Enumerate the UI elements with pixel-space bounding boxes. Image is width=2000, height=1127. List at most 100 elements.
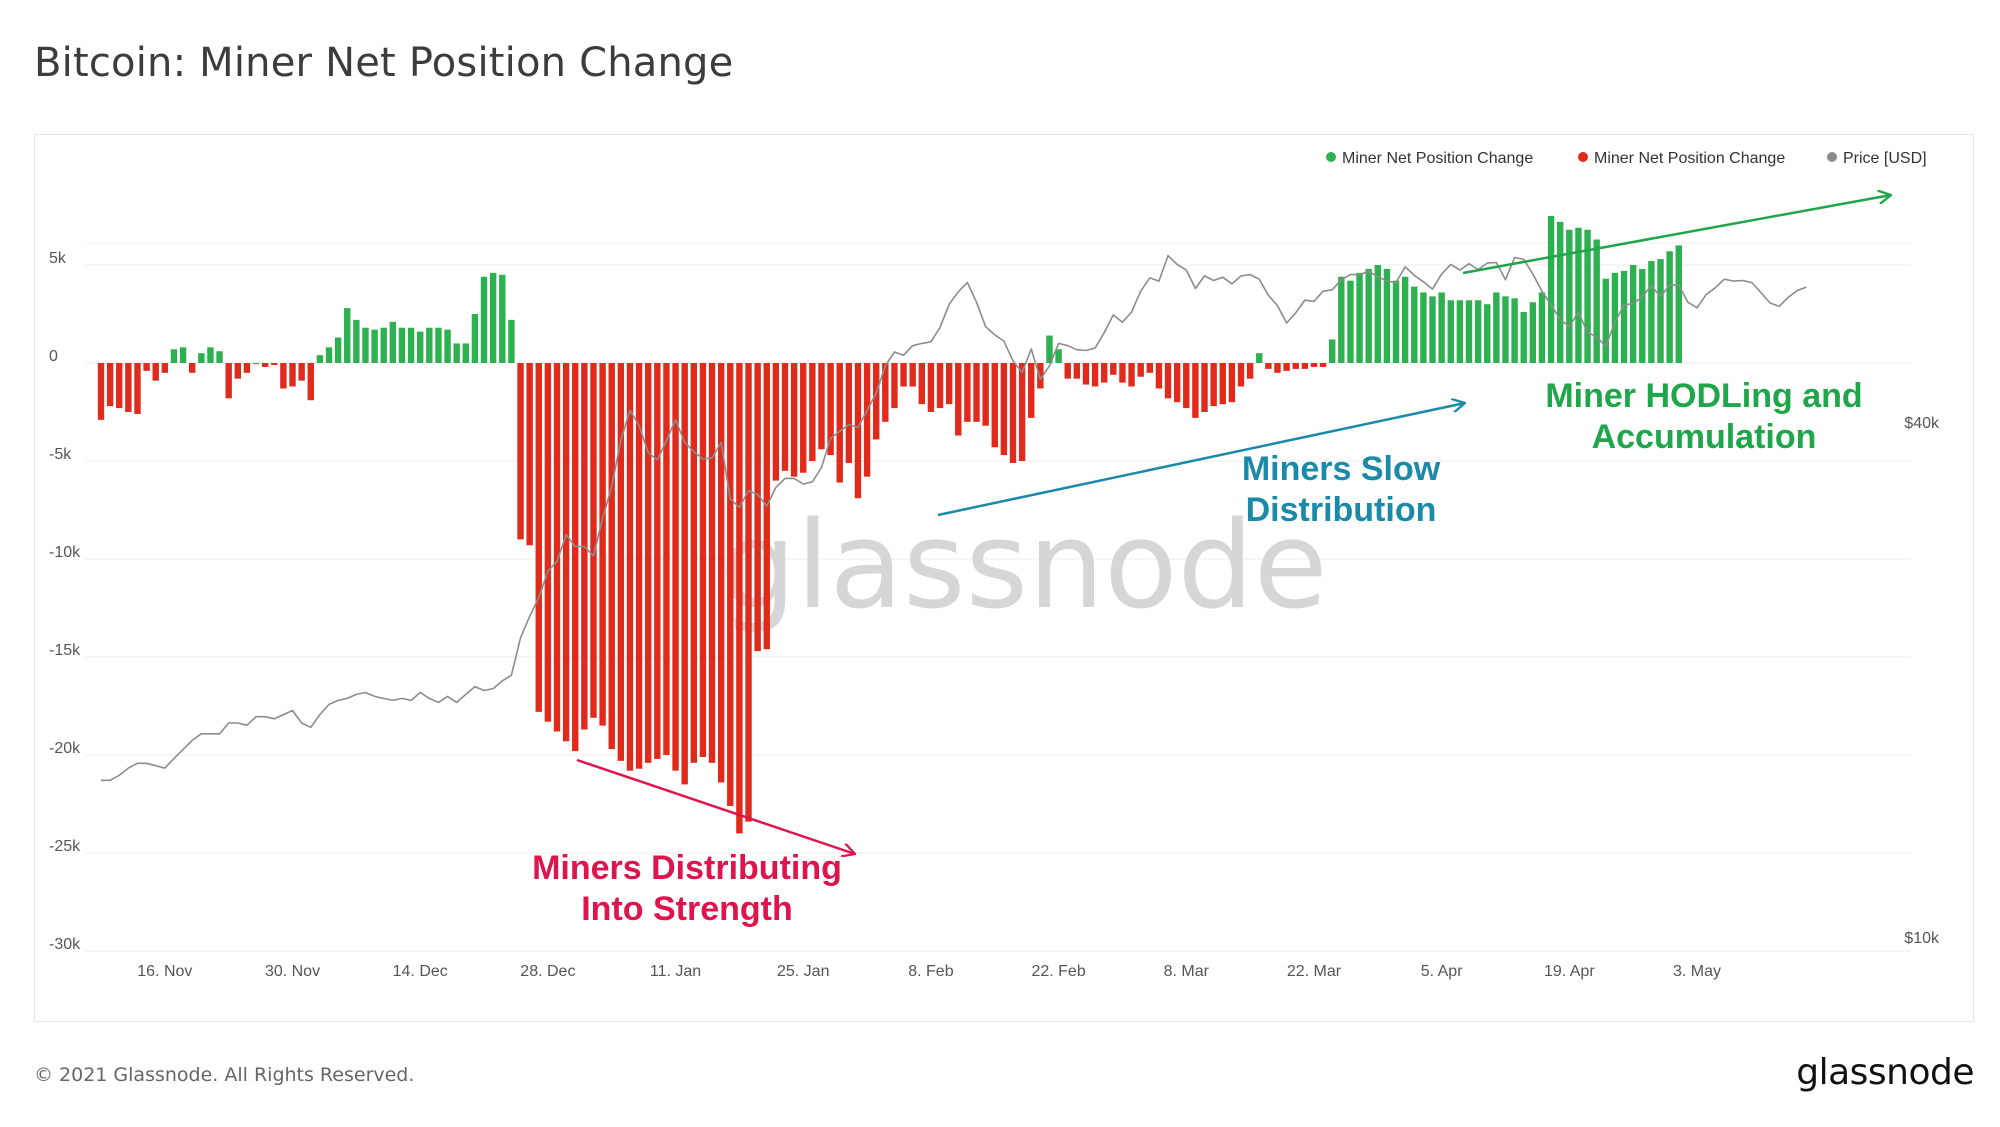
bar	[854, 363, 862, 499]
bar	[982, 363, 989, 426]
bar	[1620, 270, 1628, 363]
bar	[225, 363, 232, 399]
bar	[1392, 280, 1400, 363]
x-tick-label: 22. Mar	[1287, 963, 1342, 980]
bar	[745, 363, 752, 822]
x-tick-label: 25. Jan	[777, 963, 829, 980]
bar	[599, 363, 606, 726]
x-tick-label: 3. May	[1673, 963, 1721, 980]
bar	[198, 353, 205, 363]
bar	[1429, 296, 1436, 363]
x-tick-label: 8. Feb	[908, 963, 953, 980]
bar	[298, 363, 305, 381]
bar	[462, 343, 469, 363]
bar	[727, 363, 734, 806]
y-tick-label: -5k	[49, 446, 72, 463]
bar	[325, 347, 333, 363]
bar	[927, 363, 935, 412]
bar	[1529, 302, 1537, 363]
bar	[1575, 227, 1582, 363]
bar	[152, 363, 159, 381]
bar	[672, 363, 679, 771]
bar	[398, 327, 406, 363]
bar	[344, 308, 351, 363]
bar	[307, 363, 314, 401]
bar	[1383, 268, 1391, 363]
bar	[1219, 363, 1226, 405]
bar	[717, 363, 725, 783]
legend-label: Miner Net Position Change	[1594, 150, 1785, 167]
bar	[426, 327, 433, 363]
bar	[991, 363, 998, 448]
bar	[1183, 363, 1190, 409]
bar	[289, 363, 296, 387]
bar	[161, 363, 169, 373]
bar	[453, 343, 460, 363]
bar	[1566, 229, 1573, 363]
bar	[1602, 278, 1609, 363]
bar	[818, 363, 825, 450]
bar	[1265, 363, 1272, 369]
bar	[1657, 259, 1664, 363]
y-axis: 5k 0 -5k -10k -15k -20k -25k -30k	[49, 250, 81, 953]
bar	[1639, 268, 1646, 363]
bar	[790, 363, 798, 477]
chart-svg: glassnode 5k 0 -5k -10k -15k -20k -25k -30k $40…	[49, 150, 1940, 980]
x-tick-label: 30. Nov	[265, 963, 320, 980]
bar	[1584, 229, 1591, 363]
legend-dot	[1827, 152, 1837, 162]
bar	[362, 327, 369, 363]
bar	[1119, 363, 1126, 383]
bar	[645, 363, 652, 763]
bar	[708, 363, 716, 763]
bar	[1474, 300, 1482, 363]
bar	[690, 363, 697, 763]
bar	[1283, 363, 1290, 371]
y2-axis: $40k $10k	[1904, 415, 1940, 947]
bars-group	[97, 216, 1682, 834]
price-line	[101, 254, 1807, 782]
bar	[955, 363, 962, 436]
bar	[1037, 363, 1044, 389]
bar	[845, 363, 853, 463]
x-tick-label: 19. Apr	[1544, 963, 1595, 980]
bar	[517, 363, 524, 540]
bar	[1465, 300, 1473, 363]
bar	[535, 363, 542, 712]
bar	[1073, 363, 1081, 379]
x-axis: 16. Nov 30. Nov 14. Dec 28. Dec 11. Jan 25. J…	[137, 963, 1721, 980]
bar	[1493, 292, 1500, 363]
arrow-distributing	[576, 758, 855, 854]
bar	[371, 329, 378, 363]
bar	[1502, 296, 1509, 363]
bar	[635, 363, 643, 769]
bar	[97, 363, 105, 420]
bar	[261, 363, 269, 367]
bar	[189, 363, 196, 373]
bar	[1128, 363, 1135, 387]
bar	[1055, 349, 1062, 363]
bar	[544, 363, 552, 722]
x-tick-label: 16. Nov	[137, 963, 192, 980]
y-tick-label: -20k	[49, 740, 81, 757]
bar	[699, 363, 707, 757]
bar	[1557, 221, 1564, 363]
bar	[681, 363, 688, 785]
x-tick-label: 5. Apr	[1421, 963, 1463, 980]
bar	[553, 363, 561, 732]
annotation-text: Miners Slow	[1242, 450, 1441, 488]
bar	[106, 363, 114, 407]
bar	[1210, 363, 1217, 407]
bar	[116, 363, 123, 409]
bar	[973, 363, 980, 422]
bar	[1201, 363, 1208, 412]
bar	[125, 363, 132, 412]
legend[interactable]: Miner Net Position Change Miner Net Posit…	[1326, 150, 1927, 167]
bar	[389, 321, 397, 363]
bar	[936, 363, 944, 409]
bar	[179, 347, 187, 363]
bar	[1246, 363, 1254, 379]
bar	[435, 327, 442, 363]
bar	[1000, 363, 1008, 456]
